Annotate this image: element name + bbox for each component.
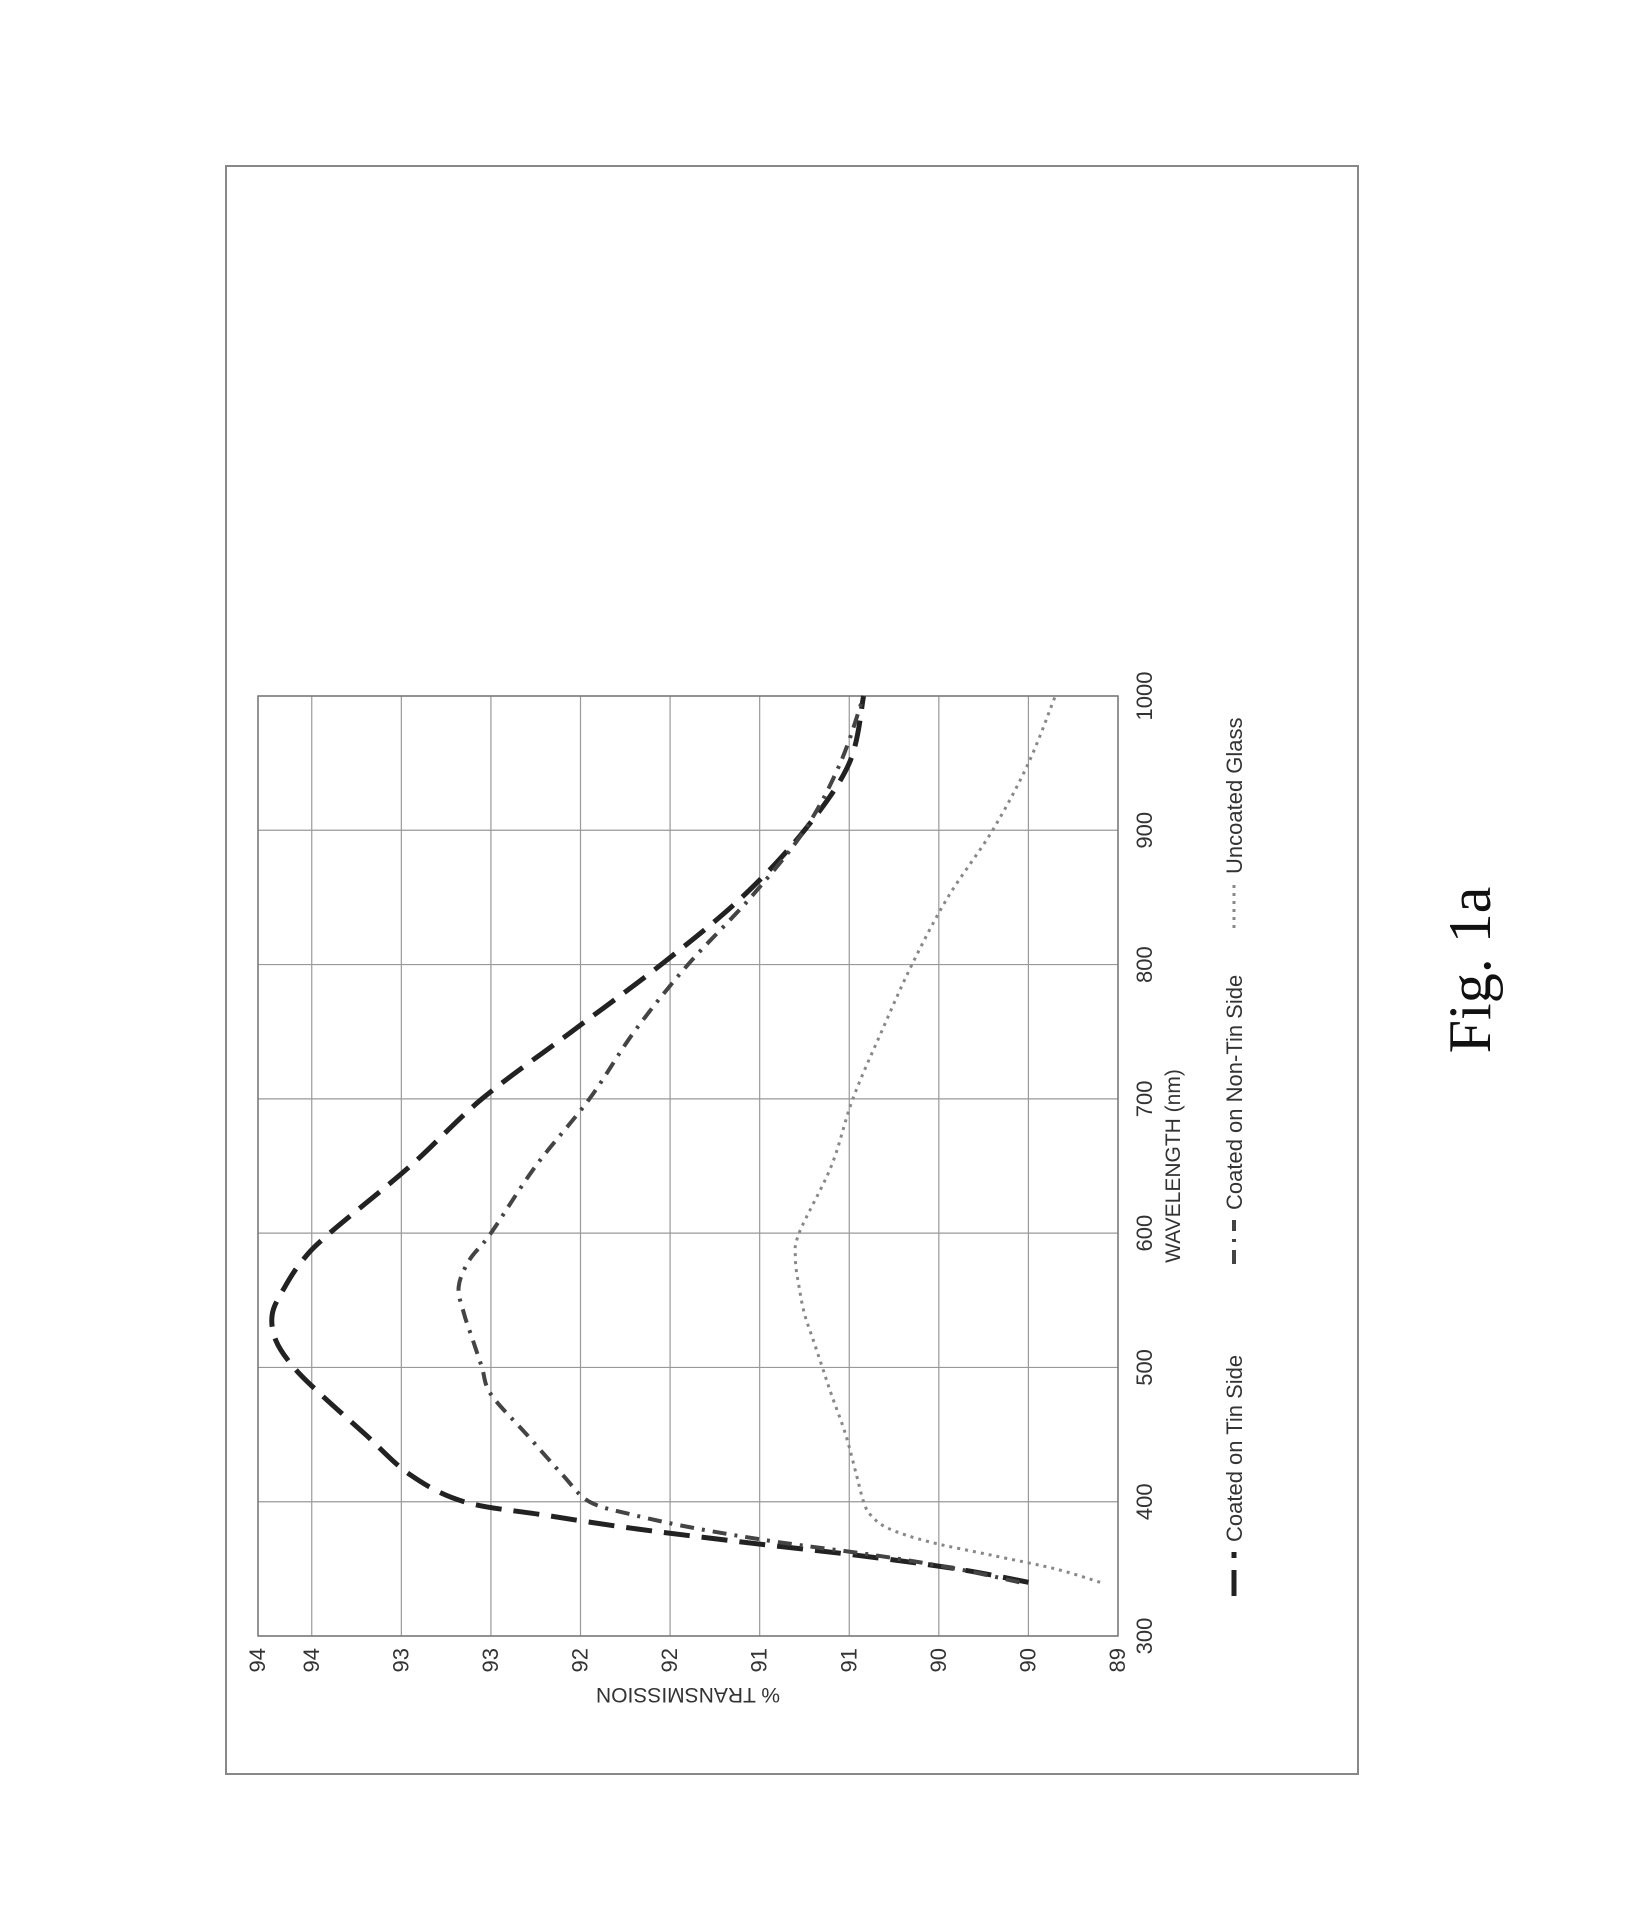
- y-tick-label: 89: [1105, 1648, 1130, 1672]
- figure-caption: Fig. 1a: [1437, 887, 1503, 1054]
- series-line-3: [795, 696, 1100, 1582]
- rotated-chart: 89 90 90 91 91 92 92 93 93 94 94 300 400 500 600 700 80…: [245, 672, 1247, 1706]
- x-tick-label: 700: [1132, 1080, 1157, 1117]
- y-tick-label: 92: [657, 1648, 682, 1672]
- legend-label-1: Coated on Tin Side: [1222, 1355, 1247, 1542]
- chart-frame: [226, 166, 1358, 1774]
- legend: Coated on Tin Side Coated on Non-Tin Side…: [1222, 717, 1247, 1596]
- series-line-1: [272, 696, 1029, 1582]
- legend-label-3: Uncoated Glass: [1222, 717, 1247, 874]
- series-lines: [272, 696, 1100, 1582]
- y-tick-label: 91: [836, 1648, 861, 1672]
- y-tick-label: 93: [388, 1648, 413, 1672]
- x-tick-label: 300: [1132, 1618, 1157, 1655]
- x-tick-labels: 300 400 500 600 700 800 900 1000: [1132, 672, 1157, 1655]
- x-tick-label: 1000: [1132, 672, 1157, 721]
- x-tick-label: 500: [1132, 1349, 1157, 1386]
- y-tick-label: 91: [747, 1648, 772, 1672]
- y-tick-label: 90: [1015, 1648, 1040, 1672]
- x-axis-label: WAVELENGTH (nm): [1162, 1069, 1185, 1263]
- y-tick-label: 93: [478, 1648, 503, 1672]
- x-tick-label: 400: [1132, 1483, 1157, 1520]
- y-tick-label: 94: [245, 1648, 270, 1672]
- series-line-2: [459, 696, 1020, 1582]
- x-tick-label: 600: [1132, 1215, 1157, 1252]
- y-tick-labels: 89 90 90 91 91 92 92 93 93 94 94: [245, 1648, 1130, 1672]
- x-tick-label: 900: [1132, 812, 1157, 849]
- y-tick-label: 90: [926, 1648, 951, 1672]
- legend-label-2: Coated on Non-Tin Side: [1222, 975, 1247, 1210]
- y-tick-label: 92: [568, 1648, 593, 1672]
- x-tick-label: 800: [1132, 946, 1157, 983]
- y-tick-label: 94: [299, 1648, 324, 1672]
- y-axis-label: % TRANSMISSION: [596, 1683, 780, 1706]
